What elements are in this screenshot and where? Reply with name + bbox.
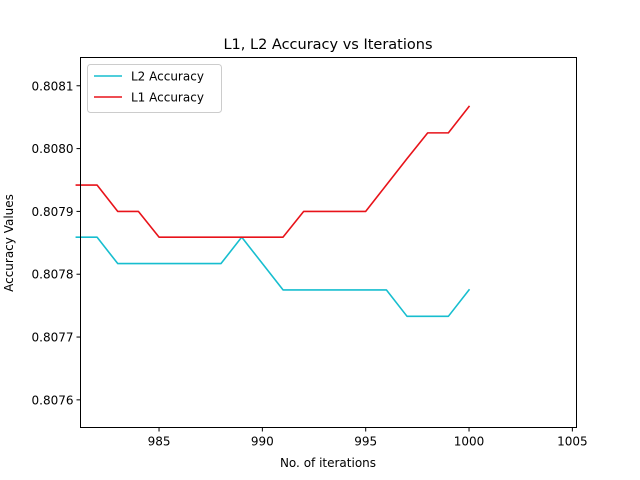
y-tick-label: 0.8078 [32,268,74,282]
legend-label-l2: L2 Accuracy [131,70,204,84]
y-axis: 0.8076 0.8077 0.8078 0.8079 0.8080 0.8081 [32,79,81,407]
y-axis-title: Accuracy Values [2,194,16,292]
y-tick-label: 0.8081 [32,79,74,93]
y-tick-label: 0.8076 [32,393,74,407]
x-tick-label: 995 [354,435,377,449]
x-axis: 985 990 995 1000 1005 [148,427,588,449]
chart-title: L1, L2 Accuracy vs Iterations [223,37,432,53]
plot-frame [80,57,577,428]
legend-label-l1: L1 Accuracy [131,91,204,105]
series-layer [75,105,471,318]
series-line-l2 [75,236,471,318]
series-line-l1 [75,105,471,238]
y-tick-label: 0.8080 [32,142,74,156]
legend: L2 Accuracy L1 Accuracy [87,64,222,113]
x-tick-label: 990 [251,435,274,449]
x-tick-label: 985 [148,435,171,449]
y-tick-label: 0.8079 [32,205,74,219]
x-tick-label: 1005 [557,435,588,449]
x-tick-label: 1000 [454,435,485,449]
x-axis-title: No. of iterations [280,456,376,470]
y-tick-label: 0.8077 [32,331,74,345]
